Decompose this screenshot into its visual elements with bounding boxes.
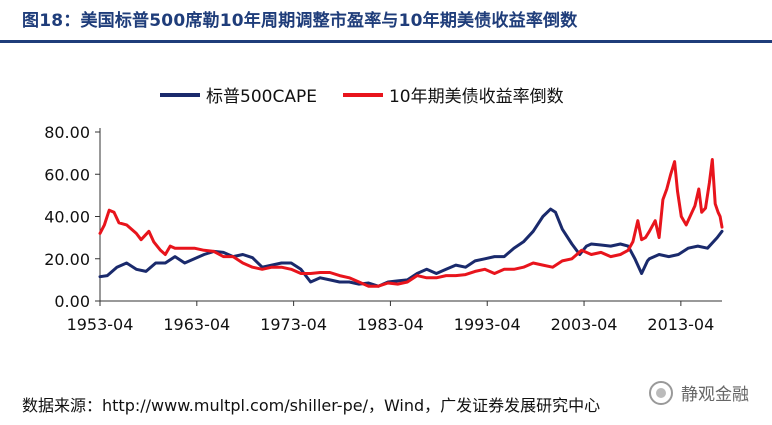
x-tick-label: 1963-04 xyxy=(163,315,230,334)
y-tick-label: 0.00 xyxy=(54,292,90,311)
legend-item-inverse-yield: 10年期美债收益率倒数 xyxy=(342,82,564,107)
x-tick-label: 1993-04 xyxy=(454,315,521,334)
x-tick-label: 1983-04 xyxy=(357,315,424,334)
x-tick-label: 1953-04 xyxy=(67,315,134,334)
y-tick-label: 20.00 xyxy=(44,250,90,269)
legend-label-inverse-yield: 10年期美债收益率倒数 xyxy=(388,87,564,107)
legend-item-cape: 标普500CAPE xyxy=(160,82,317,107)
watermark-text: 静观金融 xyxy=(681,385,749,405)
watermark: 静观金融 xyxy=(649,380,749,405)
x-tick-label: 2003-04 xyxy=(551,315,618,334)
x-tick-label: 2013-04 xyxy=(647,315,714,334)
legend-label-cape: 标普500CAPE xyxy=(206,87,317,107)
title-rule xyxy=(0,40,772,43)
x-tick-label: 1973-04 xyxy=(260,315,327,334)
figure-title: 图18：美国标普500席勒10年周期调整市盈率与10年期美债收益率倒数 xyxy=(22,11,578,31)
series-line-cape xyxy=(98,207,724,288)
y-tick-label: 60.00 xyxy=(44,165,90,184)
series-line-inverse-yield xyxy=(98,158,724,288)
source-note: 数据来源：http://www.multpl.com/shiller-pe/，W… xyxy=(22,396,601,415)
y-tick-label: 40.00 xyxy=(44,208,90,227)
y-tick-label: 80.00 xyxy=(44,123,90,142)
legend: 标普500CAPE 10年期美债收益率倒数 xyxy=(160,82,590,107)
wechat-icon xyxy=(649,380,673,405)
legend-swatch-cape xyxy=(160,92,200,97)
legend-swatch-inverse-yield xyxy=(342,92,383,97)
